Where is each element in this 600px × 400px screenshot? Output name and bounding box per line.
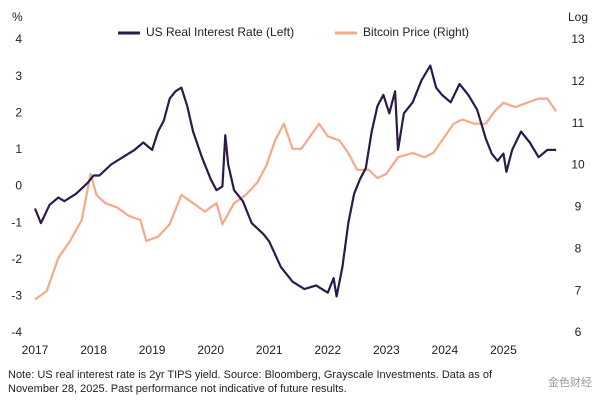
- x-tick-label: 2020: [197, 343, 224, 357]
- y-axis-label: %: [12, 10, 23, 24]
- y-tick-label: 1: [15, 142, 22, 156]
- y-tick-label: 0: [15, 179, 22, 193]
- y-tick-label: -2: [11, 252, 22, 266]
- note: November 28, 2025. Past performance not …: [8, 383, 347, 395]
- x-tick-label: 2024: [432, 343, 459, 357]
- y2-tick-label: 9: [575, 200, 582, 214]
- y-tick-label: -1: [11, 215, 22, 229]
- x-tick-label: 2022: [314, 343, 341, 357]
- x-tick-label: 2018: [80, 343, 107, 357]
- series-line: [33, 64, 557, 298]
- y2-tick-label: 12: [571, 74, 585, 88]
- y-tick-label: 4: [15, 32, 22, 46]
- y2-tick-label: 6: [575, 325, 582, 339]
- x-tick-label: 2025: [490, 343, 517, 357]
- x-tick-label: 2023: [373, 343, 400, 357]
- y2-tick-label: 11: [572, 116, 585, 130]
- watermark: 金色财经: [548, 375, 592, 389]
- y-tick-label: 3: [15, 69, 22, 83]
- x-tick-label: 2021: [256, 343, 283, 357]
- series-line: [34, 97, 558, 301]
- y2-tick-label: 13: [571, 32, 585, 46]
- legend-label: US Real Interest Rate (Left): [146, 25, 294, 39]
- y2-tick-label: 7: [575, 283, 582, 297]
- legend-label: Bitcoin Price (Right): [363, 25, 469, 39]
- y-tick-label: -3: [11, 289, 22, 303]
- note: Note: US real interest rate is 2yr TIPS …: [8, 369, 493, 381]
- y2-tick-label: 10: [571, 158, 585, 172]
- y2-tick-label: 8: [575, 241, 582, 255]
- y2-axis-label: Log: [568, 10, 588, 24]
- y-tick-label: -4: [11, 325, 22, 339]
- x-tick-label: 2019: [139, 343, 166, 357]
- y-tick-label: 2: [15, 105, 22, 119]
- x-tick-label: 2017: [22, 343, 49, 357]
